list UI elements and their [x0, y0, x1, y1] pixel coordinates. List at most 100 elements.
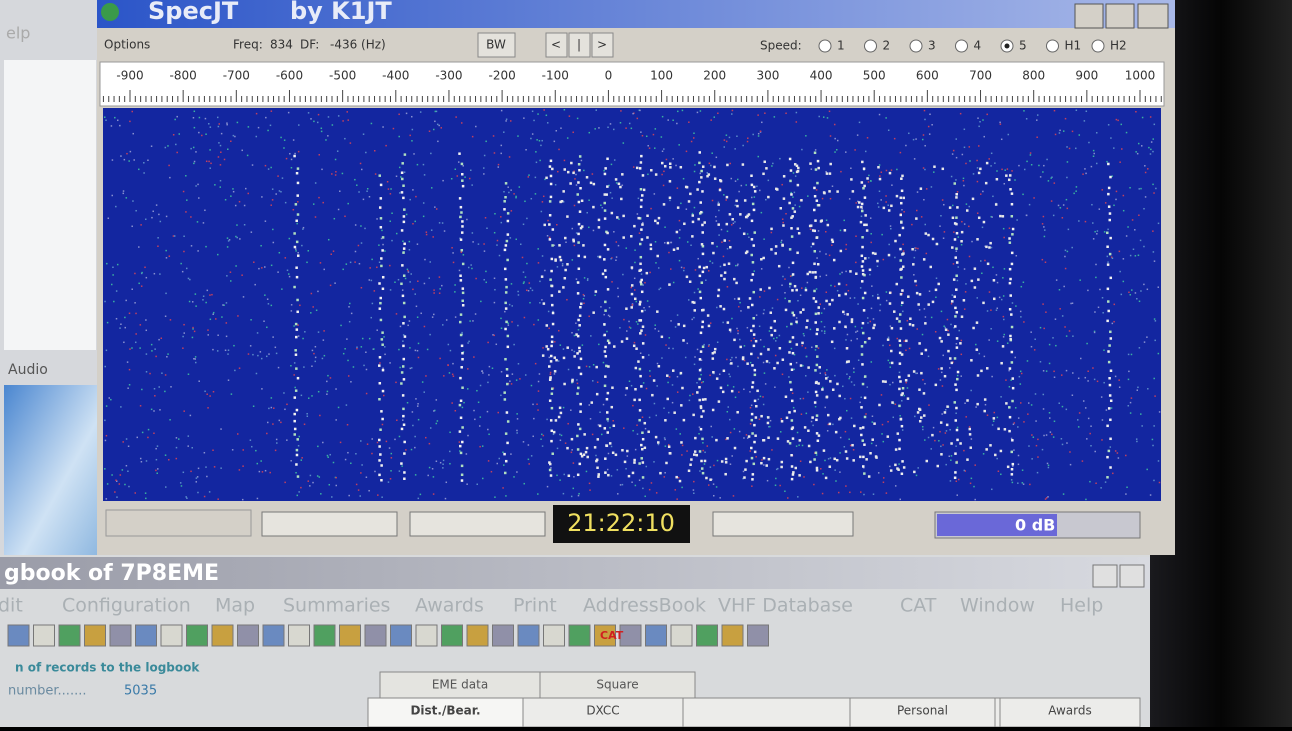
maximize-button[interactable] [1119, 564, 1145, 588]
nav-label[interactable]: | [577, 38, 581, 52]
tab-label[interactable]: Personal [897, 704, 948, 718]
signal-dot [415, 305, 418, 308]
speed-radio[interactable] [864, 39, 877, 53]
signal-dot [625, 127, 627, 129]
signal-dot [861, 426, 865, 429]
signal-dot [559, 258, 563, 262]
nav-button[interactable] [545, 32, 568, 58]
signal-dot [380, 479, 383, 482]
tab-label[interactable]: Awards [1048, 704, 1091, 718]
logbook-menu-item[interactable]: Help [1060, 595, 1103, 617]
toolbar-icon[interactable] [33, 624, 55, 647]
toolbar-icon[interactable] [721, 624, 744, 647]
toolbar-icon[interactable] [211, 624, 234, 647]
toolbar-icon[interactable] [619, 624, 642, 647]
speed-option[interactable]: 3 [928, 39, 936, 53]
nav-button[interactable] [591, 32, 614, 58]
signal-dot [390, 188, 392, 190]
signal-dot [902, 310, 904, 313]
nav-label[interactable]: < [551, 38, 561, 52]
toolbar-icon[interactable] [109, 624, 132, 647]
logbook-menu-item[interactable]: Summaries [283, 595, 390, 617]
speed-option[interactable]: H2 [1110, 39, 1127, 53]
logbook-menu-item[interactable]: dit [0, 595, 23, 617]
toolbar-icon[interactable] [313, 624, 336, 647]
signal-dot [490, 470, 493, 473]
toolbar-icon[interactable] [543, 624, 565, 647]
toolbar-icon[interactable] [339, 624, 361, 647]
signal-dot [125, 299, 127, 302]
bw-button[interactable] [477, 32, 516, 58]
tab-label[interactable]: Dist./Bear. [410, 704, 480, 718]
tab-label[interactable]: Square [596, 678, 638, 692]
signal-dot [362, 133, 365, 135]
toolbar-icon[interactable] [237, 624, 259, 647]
logbook-menu-item[interactable]: Print [513, 595, 557, 617]
close-button[interactable] [1137, 3, 1169, 29]
signal-dot [985, 161, 989, 165]
signal-dot [459, 279, 463, 282]
tab-label[interactable]: EME data [432, 678, 488, 692]
speed-radio[interactable] [909, 39, 923, 53]
logbook-menu-item[interactable]: CAT [900, 595, 937, 617]
logbook-menu-item[interactable]: VHF Database [718, 595, 853, 617]
signal-dot [165, 249, 167, 252]
toolbar-icon[interactable] [364, 624, 387, 647]
toolbar-icon[interactable] [517, 624, 540, 647]
nav-label[interactable]: > [597, 38, 607, 52]
speed-option[interactable]: 4 [974, 39, 982, 53]
signal-dot [347, 202, 349, 205]
logbook-menu-item[interactable]: Map [215, 595, 255, 617]
minimize-button[interactable] [1092, 564, 1118, 588]
signal-dot [604, 345, 607, 349]
speed-radio[interactable] [1046, 39, 1059, 53]
toolbar-icon[interactable] [135, 624, 157, 647]
toolbar-icon[interactable] [466, 624, 489, 647]
bw-label[interactable]: BW [486, 38, 506, 52]
toolbar-icon[interactable] [492, 624, 514, 647]
toolbar-icon[interactable] [568, 624, 591, 647]
signal-dot [221, 316, 223, 318]
tab[interactable] [539, 671, 696, 699]
tab[interactable] [522, 697, 684, 728]
toolbar-icon[interactable] [186, 624, 208, 647]
speed-radio[interactable] [818, 39, 832, 53]
toolbar-icon[interactable] [645, 624, 667, 647]
tab[interactable] [682, 697, 851, 728]
toolbar-icon[interactable] [415, 624, 438, 647]
toolbar-icon[interactable] [696, 624, 718, 647]
left-menu[interactable]: elp [6, 24, 30, 43]
toolbar-icon[interactable] [288, 624, 310, 647]
speed-radio[interactable] [955, 39, 968, 53]
signal-dot [664, 419, 667, 422]
toolbar-icon[interactable] [747, 624, 769, 647]
speed-radio[interactable] [1091, 39, 1105, 53]
logbook-menu-item[interactable]: AddressBook [583, 595, 706, 617]
speed-option[interactable]: H1 [1065, 39, 1082, 53]
speed-option[interactable]: 1 [837, 39, 845, 53]
logbook-menu-item[interactable]: Awards [415, 595, 484, 617]
options-menu[interactable]: Options [104, 38, 150, 52]
toolbar-icon[interactable] [58, 624, 81, 647]
toolbar-icon[interactable] [594, 624, 616, 647]
signal-dot [505, 118, 508, 120]
speed-option[interactable]: 5 [1019, 39, 1027, 53]
toolbar-icon[interactable] [7, 624, 30, 647]
toolbar-icon[interactable] [160, 624, 183, 647]
maximize-button[interactable] [1105, 3, 1135, 29]
toolbar-icon[interactable] [84, 624, 106, 647]
toolbar-icon[interactable] [262, 624, 285, 647]
cat-icon[interactable]: CAT [600, 629, 624, 642]
signal-dot [730, 389, 734, 393]
speed-option[interactable]: 2 [883, 39, 891, 53]
toolbar-icon[interactable] [441, 624, 463, 647]
signal-dot [909, 317, 912, 320]
tab-label[interactable]: DXCC [586, 704, 619, 718]
logbook-menu-item[interactable]: Window [960, 595, 1035, 617]
minimize-button[interactable] [1074, 3, 1104, 29]
toolbar-icon[interactable] [390, 624, 412, 647]
tab[interactable] [367, 697, 524, 728]
logbook-menu-item[interactable]: Configuration [62, 595, 191, 617]
toolbar-icon[interactable] [670, 624, 693, 647]
nav-button[interactable] [568, 32, 591, 58]
